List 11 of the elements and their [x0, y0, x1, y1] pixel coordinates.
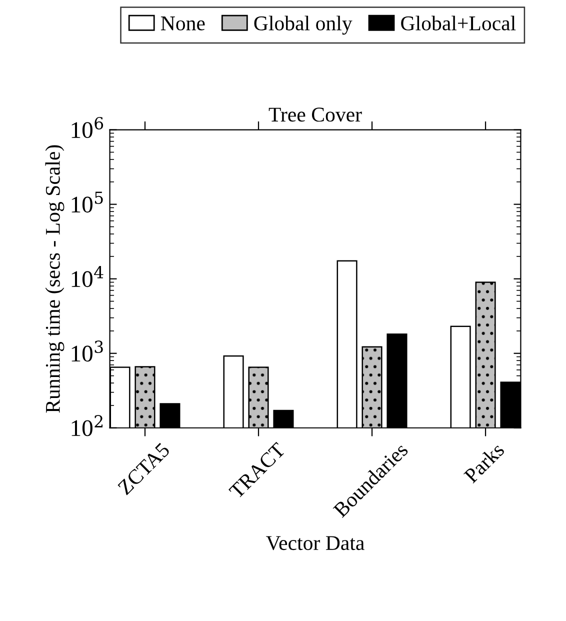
legend-label: None [160, 16, 205, 30]
x-axis-title: Vector Data [266, 536, 364, 550]
legend-label: Global only [254, 16, 352, 35]
y-tick-label: 10$^{2}$ [72, 415, 102, 436]
y-tick-label: 10$^{5}$ [72, 192, 103, 213]
y-axis-title: Running time (secs - Log Scale) [45, 145, 64, 413]
legend-label: Global+Local [401, 16, 516, 30]
y-tick-label: 10$^{4}$ [72, 266, 104, 288]
y-tick-label: 10$^{3}$ [72, 340, 103, 362]
y-tick-label: 10$^{6}$ [72, 116, 104, 138]
chart-title: Tree Cover [268, 108, 362, 122]
